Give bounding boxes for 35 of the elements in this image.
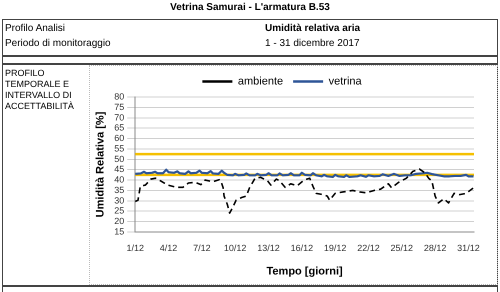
y-tick-label: 75: [114, 102, 124, 112]
x-tick-label: 22/12: [357, 242, 380, 253]
legend-label: ambiente: [238, 76, 284, 88]
x-tick-label: 16/12: [290, 242, 314, 253]
x-tick-label: 28/12: [424, 242, 446, 253]
x-tick-label: 4/12: [160, 242, 178, 253]
x-axis-title: Tempo [giorni]: [266, 265, 344, 278]
y-tick-label: 60: [114, 133, 124, 144]
x-tick-label: 7/12: [193, 242, 211, 253]
y-tick-label: 35: [114, 184, 124, 195]
x-tick-label: 31/12: [457, 242, 480, 253]
y-tick-label: 40: [114, 174, 124, 185]
x-tick-label: 25/12: [390, 242, 414, 253]
y-tick-label: 25: [114, 206, 124, 216]
y-tick-label: 65: [114, 122, 124, 133]
text: Umidità relativa aria: [265, 23, 360, 35]
y-tick-label: 20: [114, 216, 124, 226]
text: Periodo di monitoraggio: [5, 38, 111, 50]
y-tick-label: 45: [114, 164, 124, 174]
x-tick-label: 19/12: [324, 242, 346, 253]
legend-label: vetrina: [328, 76, 363, 88]
y-tick-label: 80: [114, 91, 124, 102]
y-tick-label: 70: [114, 112, 124, 122]
y-tick-label: 30: [114, 195, 124, 206]
y-tick-label: 55: [114, 143, 124, 154]
x-tick-label: 13/12: [257, 242, 280, 253]
text: PROFILO TEMPORALE E INTERVALLO DI ACCETTABILITÀ: [5, 68, 75, 112]
chart-title: Vetrina Samurai - L'armatura B.53: [169, 2, 331, 13]
y-tick-label: 50: [114, 154, 124, 164]
text: 1 - 31 dicembre 2017: [265, 38, 360, 50]
x-tick-label: 1/12: [126, 242, 144, 253]
y-axis-title: Umidità Relativa [%]: [94, 111, 107, 218]
x-tick-label: 10/12: [224, 242, 246, 253]
text: Profilo Analisi: [5, 23, 66, 35]
y-tick-label: 15: [114, 226, 124, 236]
